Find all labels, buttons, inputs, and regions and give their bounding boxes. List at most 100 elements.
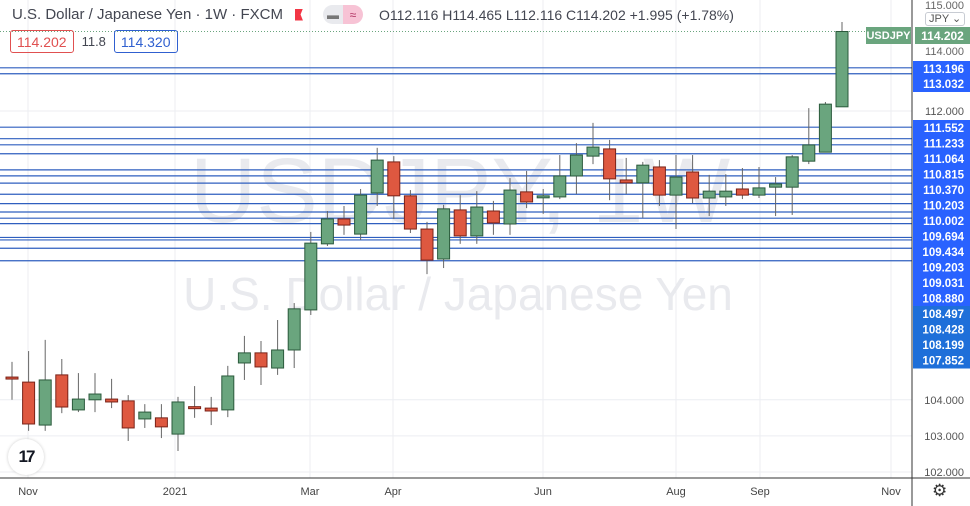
level-label-bg (913, 275, 970, 291)
candle-down (420, 228, 434, 261)
candle-down (735, 188, 749, 196)
candle-up (669, 176, 683, 196)
candle-down (453, 209, 467, 237)
current-price-label: 114.202 (915, 27, 970, 44)
candle-down (619, 179, 633, 184)
level-label-bg (913, 321, 970, 338)
candle-up (586, 146, 600, 157)
candle-up (71, 398, 85, 411)
candle-up (835, 31, 849, 108)
trade-legend: 114.202 11.8 114.320 (10, 30, 178, 53)
candle-down (254, 352, 268, 368)
candle-up (569, 154, 583, 177)
level-label: 109.434 (922, 247, 964, 259)
candle-up (271, 349, 285, 369)
level-label: 111.233 (924, 139, 964, 151)
candle-up (702, 190, 716, 199)
level-label-bg (913, 151, 970, 167)
level-label: 109.031 (922, 278, 964, 290)
candle-up (802, 144, 816, 162)
low-value: L112.116 (505, 6, 563, 23)
close-value: C114.202 (566, 6, 626, 23)
level-label-bg (913, 337, 970, 353)
level-label-bg (913, 182, 970, 198)
open-value: O112.116 (378, 6, 439, 23)
level-label-bg (913, 306, 970, 322)
candle-up (719, 190, 733, 198)
level-label-bg (913, 244, 970, 260)
level-label-bg (913, 352, 970, 369)
level-label: 108.497 (922, 309, 964, 321)
level-label: 111.552 (924, 123, 964, 135)
price-tick: 104.000 (924, 395, 964, 407)
level-label-bg (913, 290, 970, 307)
high-value: H114.465 (442, 6, 502, 23)
candle-up (304, 242, 318, 311)
level-label: 109.203 (922, 263, 964, 275)
level-label-bg (913, 76, 970, 92)
tradingview-logo[interactable]: 17 (8, 439, 44, 475)
candle-down (603, 148, 617, 180)
level-label-bg (913, 120, 970, 136)
market-closed-flag-icon (294, 8, 303, 21)
approx-icon[interactable]: ≈ (342, 5, 363, 24)
candle-up (287, 308, 301, 351)
level-label: 111.064 (924, 154, 965, 166)
candle-down (403, 195, 417, 230)
change-value: +1.995 (+1.78%) (629, 6, 734, 23)
level-label: 109.694 (922, 232, 964, 244)
time-axis-label: Nov (18, 486, 38, 498)
candle-down (5, 376, 19, 380)
candle-up (38, 379, 52, 426)
candle-up (354, 194, 368, 235)
level-label-bg (913, 259, 970, 276)
buy-price-button[interactable]: 114.320 (113, 30, 178, 53)
time-axis-label: Apr (384, 486, 401, 498)
level-label-bg (913, 213, 970, 229)
time-axis-label: Mar (301, 486, 320, 498)
time-axis-label: 2021 (163, 486, 187, 498)
time-axis-label: Sep (750, 486, 770, 498)
level-label-bg (913, 61, 970, 77)
candle-down (387, 161, 401, 197)
gear-icon[interactable]: ⚙ (932, 481, 948, 500)
candle-up (503, 189, 517, 225)
level-label: 108.428 (922, 325, 964, 337)
time-axis-label: Nov (881, 486, 901, 498)
price-tick: 102.000 (924, 467, 964, 479)
ohlc-values: O112.116 H114.465 L112.116 C114.202 +1.9… (379, 7, 734, 23)
price-tick-top: 115.000 (925, 0, 964, 12)
candle-up (320, 218, 334, 245)
spread-value: 11.8 (81, 34, 106, 49)
candle-down (188, 406, 202, 410)
minus-icon[interactable]: ▬ (322, 5, 343, 24)
candle-up (138, 411, 152, 420)
symbol-title[interactable]: U.S. Dollar / Japanese Yen · 1W · FXCM (12, 6, 283, 23)
candle-up (553, 175, 567, 198)
candle-down (204, 407, 218, 412)
candle-down (686, 171, 700, 199)
candle-up (171, 401, 185, 435)
candle-down (121, 400, 135, 429)
indicator-toggle[interactable]: ▬ ≈ (322, 5, 363, 24)
level-label: 110.815 (923, 170, 965, 182)
candle-up (221, 375, 235, 411)
level-label: 108.880 (922, 294, 964, 306)
candle-down (22, 381, 36, 425)
candle-up (536, 195, 550, 199)
level-label: 110.370 (923, 185, 964, 197)
candle-down (520, 191, 534, 203)
candle-down (154, 417, 168, 428)
level-label-bg (913, 166, 970, 183)
level-label: 110.002 (923, 216, 964, 228)
candle-up (237, 352, 251, 364)
level-label: 110.203 (923, 201, 964, 213)
candle-up (470, 206, 484, 237)
candle-down (105, 398, 119, 403)
level-label: 113.032 (923, 79, 964, 91)
price-tick: 103.000 (924, 431, 964, 443)
candle-down (486, 210, 500, 224)
currency-button[interactable]: JPY ⌄ (925, 12, 966, 26)
sell-price-button[interactable]: 114.202 (10, 30, 74, 53)
